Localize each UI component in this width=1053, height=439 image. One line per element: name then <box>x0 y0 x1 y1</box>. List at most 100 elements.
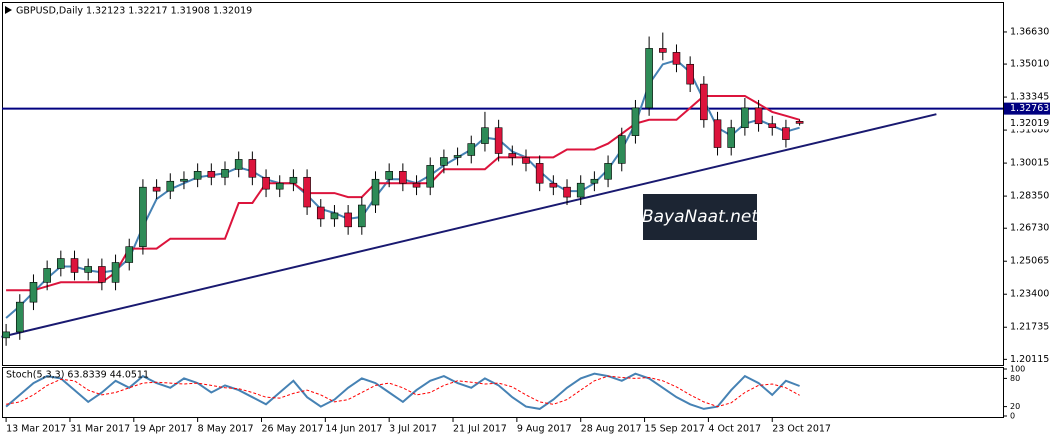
y-tick-label: 1.35010 <box>1010 59 1049 70</box>
y-tick-label: 1.21735 <box>1010 322 1049 333</box>
watermark: BayaNaat.net <box>642 207 759 227</box>
candle-body <box>84 266 92 273</box>
candle-body <box>262 176 270 190</box>
candle-body <box>275 182 284 190</box>
x-tick-label: 14 Jun 2017 <box>325 424 382 435</box>
x-tick-label: 21 Jul 2017 <box>453 424 507 435</box>
x-tick-label: 13 Mar 2017 <box>6 424 66 435</box>
candle-body <box>29 282 38 303</box>
x-tick-label: 28 Aug 2017 <box>581 424 642 435</box>
candle-body <box>193 171 202 180</box>
candle-body <box>467 143 476 156</box>
candle-body <box>453 155 462 158</box>
candle-body <box>700 83 708 121</box>
indicator-tick-label: 80 <box>1010 374 1020 383</box>
indicator-panel-frame <box>2 367 1004 418</box>
candle-body <box>207 171 216 178</box>
candle-body <box>658 48 667 53</box>
symbol-arrow <box>5 6 12 14</box>
candle-body <box>303 176 311 208</box>
indicator-tick-label: 100 <box>1010 365 1025 374</box>
trend-line <box>1 113 937 338</box>
candle-body <box>248 159 257 178</box>
candle-body <box>15 301 24 333</box>
candle-body <box>672 52 681 65</box>
candle-body <box>289 176 298 184</box>
indicator-title: Stoch(5,3,3) 63.8339 44.0511 <box>6 370 149 381</box>
y-tick-label: 1.30015 <box>1010 158 1049 169</box>
price-tag-label: 1.32763 <box>1010 103 1049 114</box>
candle-body <box>481 127 489 144</box>
indicator-tick-label: 20 <box>1010 402 1020 411</box>
x-tick-label: 8 May 2017 <box>198 424 254 435</box>
candle-body <box>330 212 339 220</box>
candle-body <box>221 169 229 178</box>
x-tick-label: 4 Oct 2017 <box>708 424 761 435</box>
candle-body <box>645 48 653 109</box>
y-tick-label: 1.25065 <box>1010 256 1049 267</box>
candle-body <box>57 258 65 269</box>
candle-body <box>522 157 530 164</box>
y-tick-label: 1.26730 <box>1010 223 1049 234</box>
candle-body <box>754 107 763 125</box>
candle-body <box>576 182 585 198</box>
candle-body <box>535 163 544 184</box>
price-tag <box>1004 102 1050 115</box>
y-tick-label: 1.31680 <box>1010 125 1049 136</box>
candle-body <box>344 212 352 228</box>
candle-body <box>768 123 777 129</box>
candle-body <box>426 165 435 188</box>
candle-body <box>385 171 393 180</box>
candle-body <box>2 331 10 339</box>
candle-body <box>604 163 612 180</box>
candle-body <box>508 153 517 158</box>
marks <box>1 32 1003 410</box>
chart-title: GBPUSD,Daily 1.32123 1.32217 1.31908 1.3… <box>16 6 252 17</box>
y-tick-label: 1.28350 <box>1010 191 1049 202</box>
candle-body <box>440 157 448 166</box>
candle-body <box>563 186 571 198</box>
price-tag <box>1004 117 1050 130</box>
indicator-line <box>5 372 800 410</box>
candle-body <box>399 171 407 184</box>
candle-body <box>590 178 599 184</box>
candle-body <box>412 182 421 188</box>
candle-body <box>494 127 503 154</box>
watermark-box <box>643 194 757 240</box>
candle-body <box>371 178 380 206</box>
y-tick-label: 1.36630 <box>1010 26 1049 37</box>
x-tick-label: 19 Apr 2017 <box>134 424 193 435</box>
candle-body <box>686 63 694 85</box>
price-tag-label: 1.32019 <box>1010 118 1049 129</box>
x-tick-label: 23 Oct 2017 <box>772 424 831 435</box>
candle-body <box>617 135 626 164</box>
indicator-line <box>6 375 800 408</box>
price-panel-frame <box>2 2 1004 366</box>
candle-body <box>152 186 161 192</box>
candle-body <box>70 258 79 273</box>
candle-body <box>741 107 749 129</box>
x-tick-label: 15 Sep 2017 <box>645 424 705 435</box>
candle-body <box>316 206 325 220</box>
candle-body <box>111 262 120 283</box>
x-tick-label: 26 May 2017 <box>261 424 323 435</box>
candle-body <box>358 204 366 228</box>
x-tick-label: 3 Jul 2017 <box>389 424 437 435</box>
candle-body <box>139 186 147 247</box>
candle-body <box>795 121 804 124</box>
candle-body <box>166 180 175 192</box>
x-tick-label: 9 Aug 2017 <box>517 424 572 435</box>
candle-body <box>125 246 134 263</box>
y-tick-label: 1.23400 <box>1010 289 1049 300</box>
y-tick-label: 1.33345 <box>1010 92 1049 103</box>
candle-body <box>180 178 188 182</box>
candle-body <box>631 107 640 136</box>
candle-body <box>234 159 243 170</box>
candle-body <box>782 127 790 140</box>
candle-body <box>43 268 51 283</box>
candle-body <box>98 266 106 283</box>
x-tick-label: 31 Mar 2017 <box>70 424 130 435</box>
candle-body <box>713 119 722 148</box>
